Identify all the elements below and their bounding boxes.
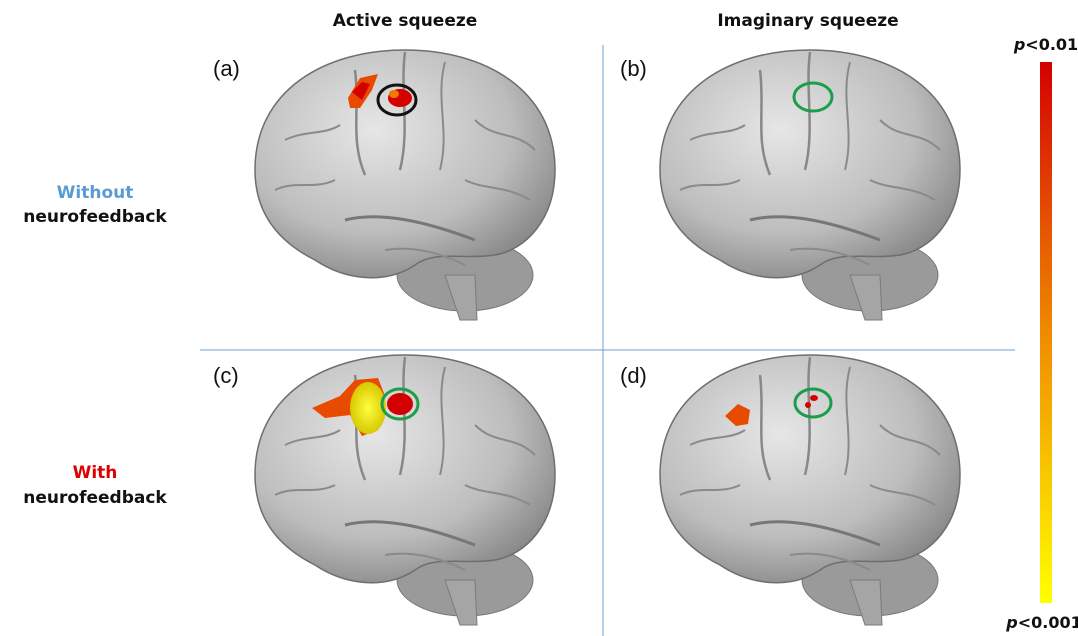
row-label: Without [57,183,134,203]
panel-label: (c) [213,363,239,388]
column-header: Imaginary squeeze [717,11,898,31]
row-label: With [73,463,118,483]
colorbar-label: p<0.001 [1005,613,1078,632]
row-label: neurofeedback [23,207,167,227]
figure: Active squeeze Imaginary squeeze Without… [0,0,1078,636]
colorbar [1040,62,1052,603]
colorbar-variable: p [1005,613,1017,632]
colorbar-label: p<0.01 [1013,35,1078,54]
panel-label: (a) [213,56,240,81]
colorbar-variable: p [1013,35,1025,54]
panel-label: (d) [620,363,647,388]
brain-image [660,355,960,625]
column-header: Active squeeze [333,11,478,31]
brain-image [660,50,960,320]
colorbar-threshold: <0.01 [1025,35,1078,54]
row-label: neurofeedback [23,488,167,508]
colorbar-threshold: <0.001 [1018,613,1078,632]
panel-label: (b) [620,56,647,81]
